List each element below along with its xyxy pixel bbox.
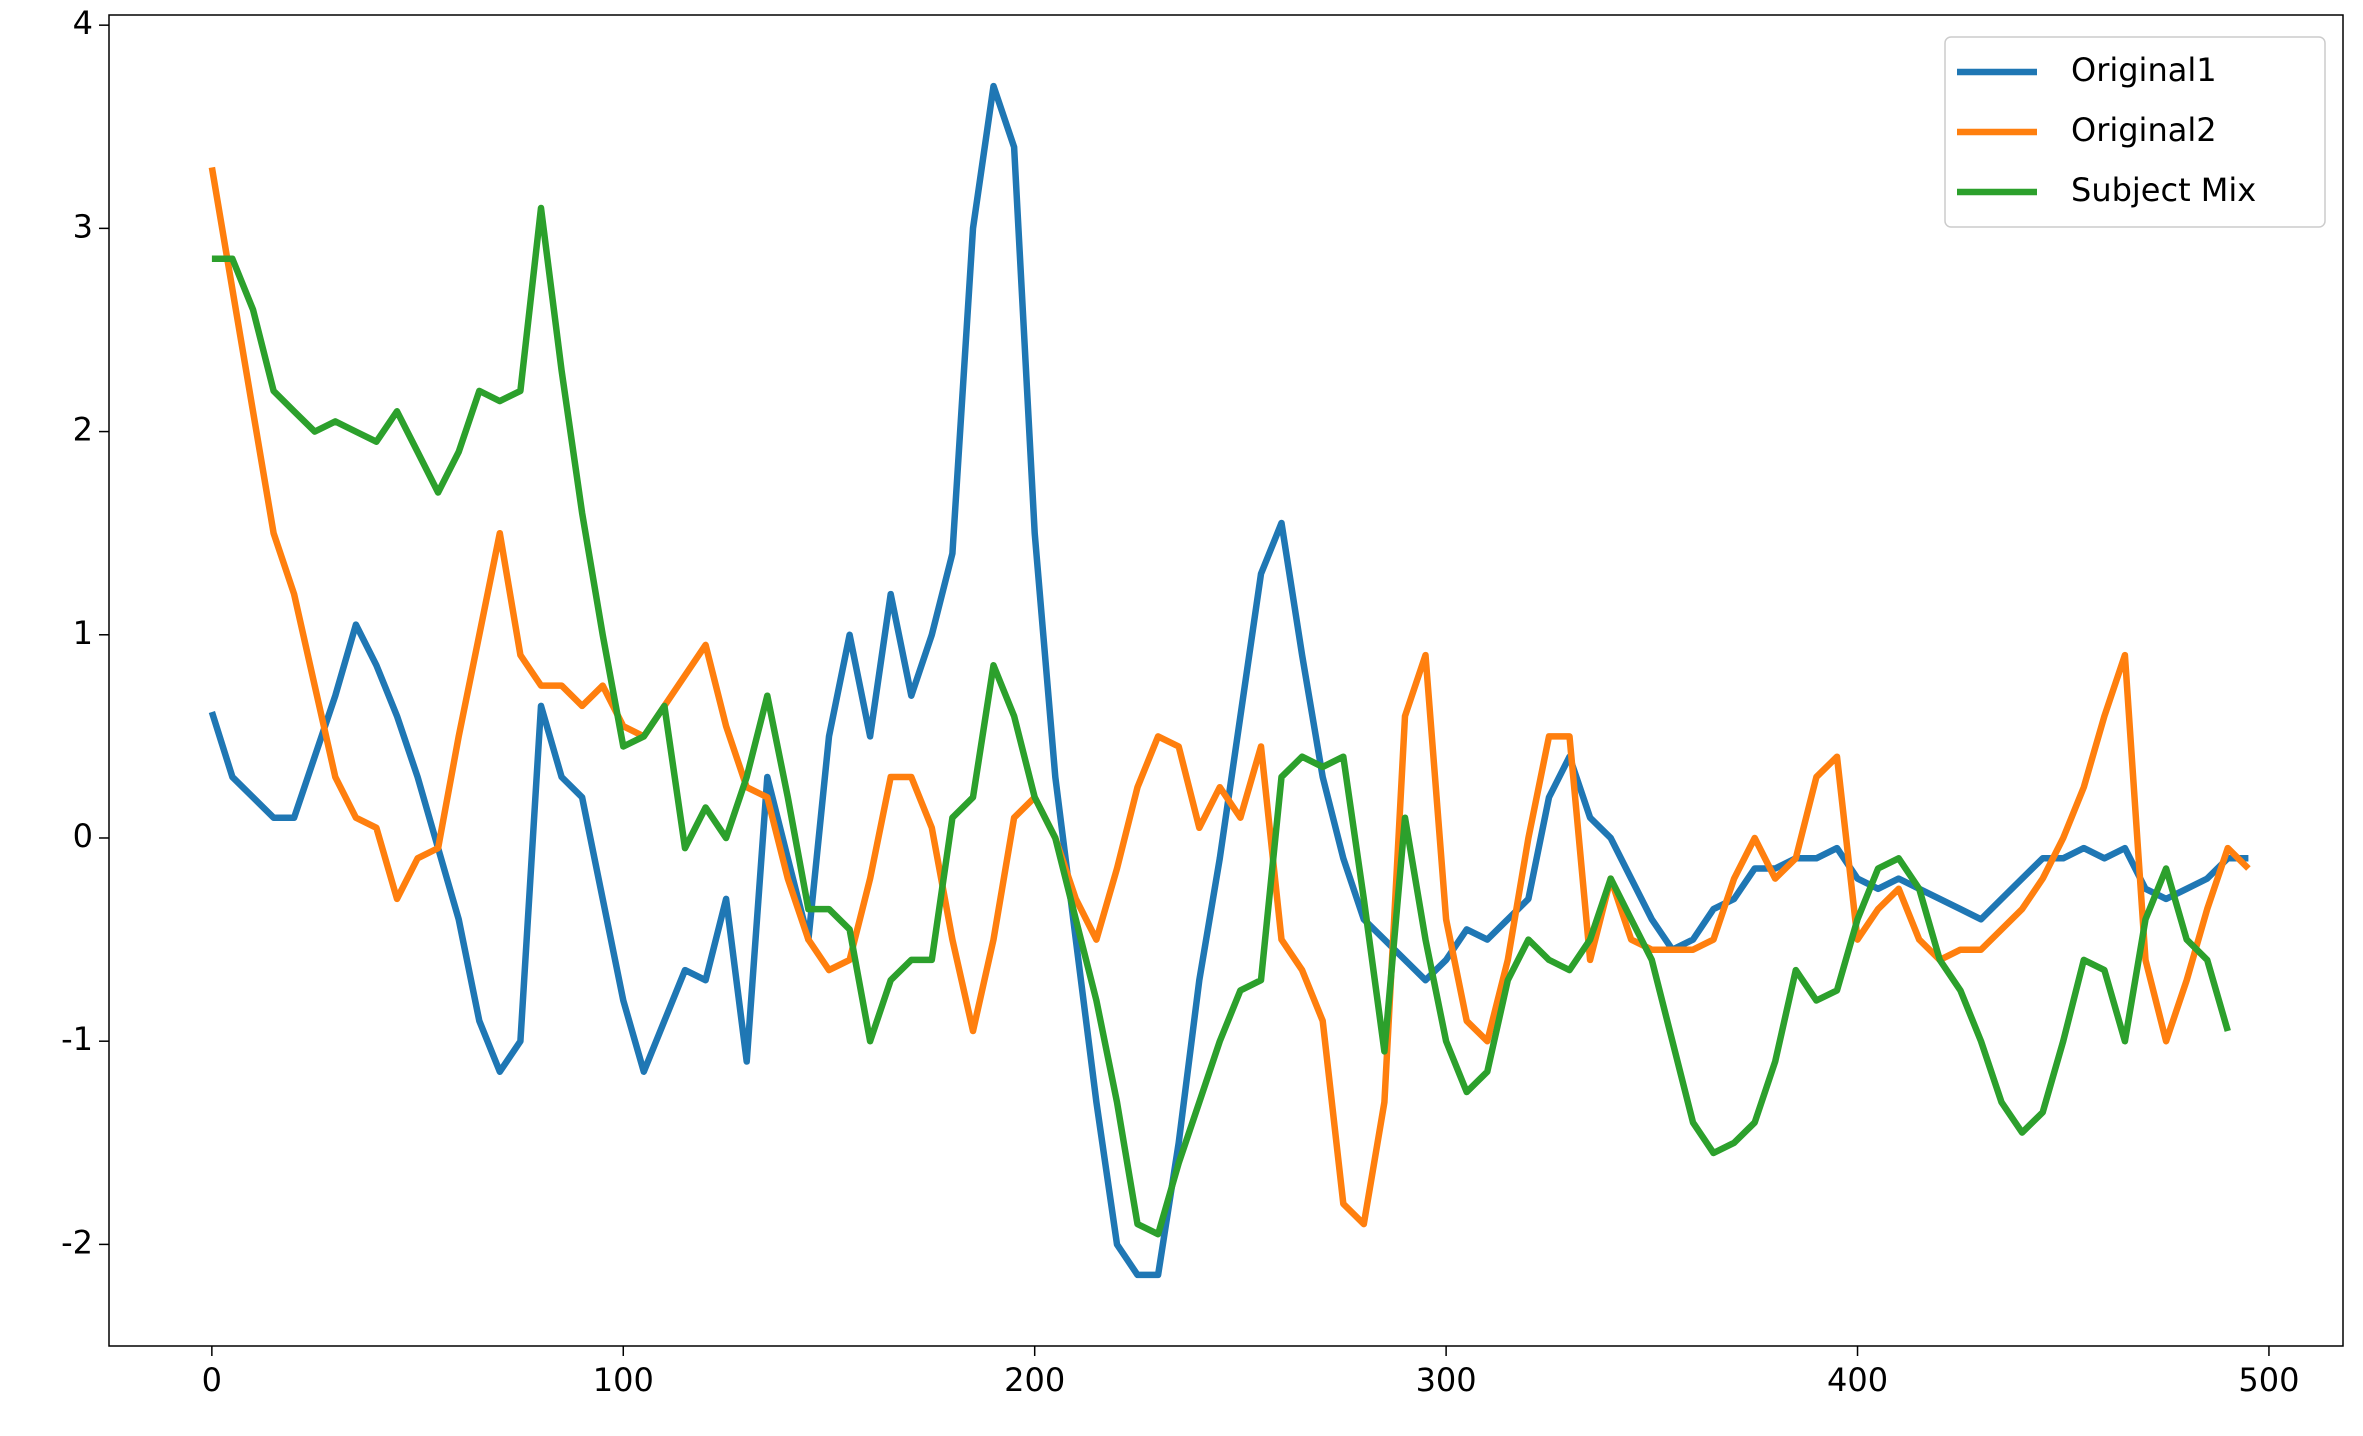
x-tick-label: 400	[1827, 1361, 1888, 1399]
y-tick-label: 2	[73, 411, 93, 449]
legend-label: Original2	[2071, 111, 2217, 149]
line-series	[208, 82, 2249, 1279]
legend-label: Original1	[2071, 51, 2217, 89]
legend-label: Subject Mix	[2071, 171, 2256, 209]
y-tick-label: 4	[73, 4, 93, 42]
x-tick-label: 100	[593, 1361, 654, 1399]
x-tick-label: 500	[2238, 1361, 2299, 1399]
plot-frame	[108, 14, 2344, 1347]
legend-box	[1944, 36, 2326, 228]
y-tick-label: 0	[73, 817, 93, 855]
y-tick-label: 3	[73, 207, 93, 245]
x-tick-label: 300	[1416, 1361, 1477, 1399]
y-tick-label: 1	[73, 614, 93, 652]
y-tick-label: -2	[61, 1223, 93, 1261]
legend: Original1 Original2 Subject Mix	[1944, 36, 2326, 228]
line-series	[211, 204, 2231, 1238]
y-tick-label: -1	[61, 1020, 93, 1058]
x-tick-label: 200	[1004, 1361, 1065, 1399]
x-tick-label: 0	[202, 1361, 222, 1399]
line-series	[208, 166, 2251, 1228]
